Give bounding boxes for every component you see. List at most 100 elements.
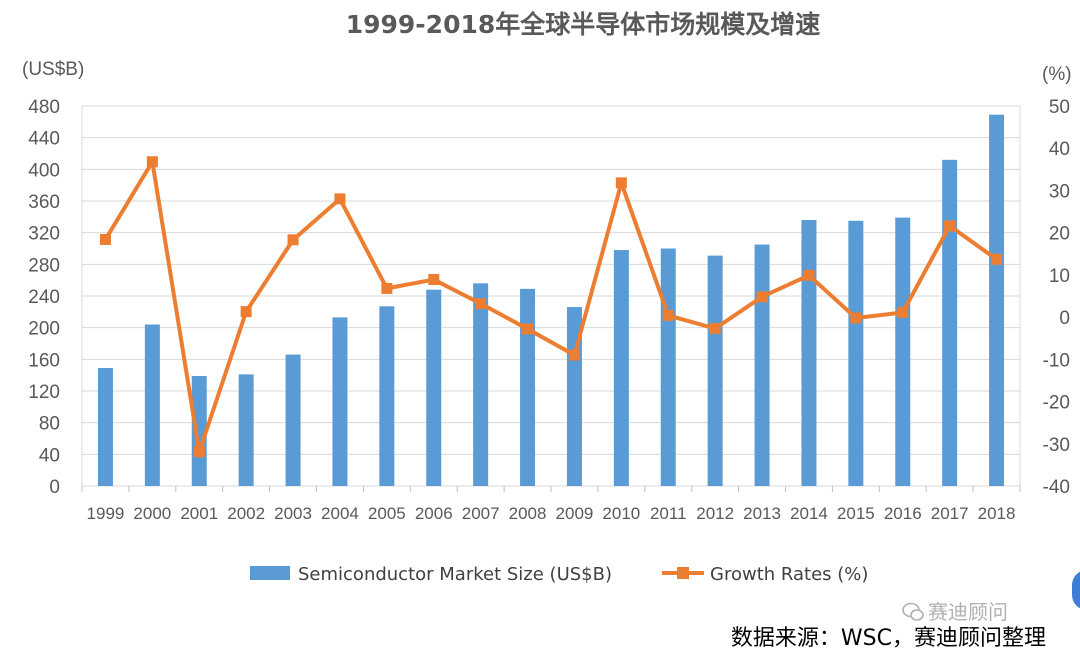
bar	[660, 248, 676, 486]
line-point	[615, 177, 627, 189]
y-right-tick-label: 50	[1049, 97, 1070, 118]
y-right-tick-label: -10	[1043, 350, 1070, 371]
legend-line-label: Growth Rates (%)	[710, 564, 868, 585]
x-tick-label: 2013	[743, 504, 781, 523]
y-right-tick-label: -20	[1043, 393, 1070, 414]
y-left-tick-label: 440	[28, 129, 60, 150]
x-tick-label: 2014	[790, 504, 828, 523]
line-point	[568, 349, 580, 361]
line-point	[756, 291, 768, 303]
line-point	[287, 234, 299, 246]
x-tick-label: 2002	[227, 504, 265, 523]
gridlines	[82, 105, 1020, 487]
side-badge	[1072, 570, 1080, 610]
line-point	[146, 156, 158, 168]
bar	[801, 220, 817, 486]
wechat-icon	[902, 602, 924, 627]
y-right-tick-label: 40	[1049, 139, 1070, 160]
y-right-tick-label: 10	[1049, 266, 1070, 287]
bar	[191, 375, 207, 486]
line-point	[475, 298, 487, 310]
x-tick-label: 2005	[368, 504, 406, 523]
bar	[426, 289, 442, 486]
line-point	[662, 309, 674, 321]
y-right-tick-label: -40	[1043, 477, 1070, 498]
x-tick-label: 2003	[274, 504, 312, 523]
y-left-axis: 0 40 80 120 160 200 240 280 320 360 400 440 480	[28, 97, 60, 498]
line-point	[99, 233, 111, 245]
y-right-unit: (%)	[1042, 64, 1072, 85]
x-tick-label: 2015	[837, 504, 875, 523]
legend-bar-swatch	[250, 566, 290, 580]
x-tick-label: 2012	[696, 504, 734, 523]
bar	[97, 368, 113, 486]
bar	[520, 288, 536, 486]
watermark-text: 赛迪顾问	[928, 600, 1008, 624]
y-left-tick-label: 360	[28, 192, 60, 213]
line-point	[850, 312, 862, 324]
x-tick-label: 2001	[180, 504, 218, 523]
x-tick-label: 2017	[931, 504, 969, 523]
x-tick-label: 2009	[556, 504, 594, 523]
x-tick-label: 2010	[602, 504, 640, 523]
watermark: 赛迪顾问	[902, 596, 1008, 627]
line-point	[381, 282, 393, 294]
legend-bar-label: Semiconductor Market Size (US$B)	[298, 564, 612, 585]
bar	[707, 255, 723, 486]
line-point	[897, 306, 909, 318]
x-tick-label: 2011	[650, 504, 687, 523]
source-note: 数据来源：WSC，赛迪顾问整理	[730, 626, 1046, 651]
y-left-tick-label: 80	[39, 414, 60, 435]
line-point	[240, 306, 252, 318]
y-right-tick-label: 0	[1059, 308, 1070, 329]
bar	[848, 220, 864, 486]
legend: Semiconductor Market Size (US$B) Growth …	[250, 564, 868, 585]
line-point	[944, 220, 956, 232]
bar	[285, 354, 301, 486]
bar	[754, 244, 770, 486]
x-tick-label: 1999	[87, 504, 125, 523]
bar	[613, 250, 629, 486]
y-left-tick-label: 160	[28, 350, 60, 371]
legend-line-marker	[677, 567, 689, 579]
bar	[238, 374, 254, 486]
x-tick-label: 2004	[321, 504, 359, 523]
y-left-tick-label: 0	[49, 477, 60, 498]
line-point	[991, 253, 1003, 265]
growth-line	[103, 159, 998, 454]
y-left-tick-label: 40	[39, 445, 60, 466]
y-left-tick-label: 240	[28, 287, 60, 308]
line-series	[99, 156, 1003, 458]
line-point	[522, 323, 534, 335]
y-right-tick-label: -30	[1043, 435, 1070, 456]
x-axis: 1999 2000 2001 2002 2003 2004 2005 2006 2007 2008…	[81, 486, 1021, 523]
y-left-unit: (US$B)	[22, 59, 84, 80]
line-point	[193, 446, 205, 458]
bar	[473, 283, 489, 486]
line-point	[803, 269, 815, 281]
y-left-tick-label: 400	[28, 160, 60, 181]
x-tick-label: 2007	[462, 504, 500, 523]
x-tick-label: 2018	[978, 504, 1016, 523]
bar	[379, 306, 395, 486]
y-left-tick-label: 120	[28, 382, 60, 403]
bar	[989, 114, 1005, 486]
y-right-axis: -40 -30 -20 -10 0 10 20 30 40 50	[1043, 97, 1070, 498]
line-point	[334, 193, 346, 205]
bar-series	[97, 114, 1005, 487]
bar	[895, 217, 911, 486]
x-tick-label: 2008	[509, 504, 547, 523]
y-left-tick-label: 280	[28, 255, 60, 276]
y-left-tick-label: 320	[28, 224, 60, 245]
y-left-tick-label: 200	[28, 319, 60, 340]
chart-title: 1999-2018年全球半导体市场规模及增速	[346, 10, 821, 39]
y-right-tick-label: 20	[1049, 224, 1070, 245]
bar	[942, 159, 958, 487]
x-tick-label: 2016	[884, 504, 922, 523]
y-left-tick-label: 480	[28, 97, 60, 118]
bar	[332, 317, 348, 486]
line-point	[709, 323, 721, 335]
x-tick-label: 2000	[133, 504, 171, 523]
y-right-tick-label: 30	[1049, 181, 1070, 202]
